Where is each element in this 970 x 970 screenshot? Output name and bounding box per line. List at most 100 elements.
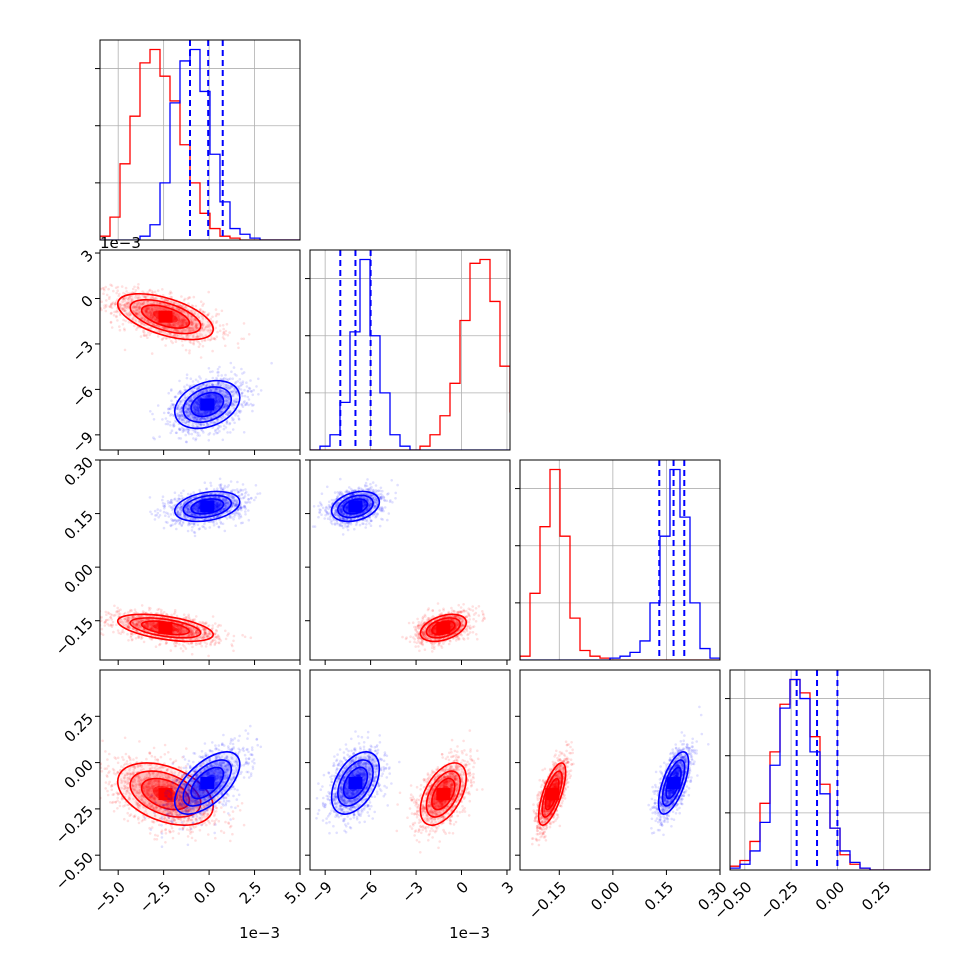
blue-point bbox=[187, 420, 190, 424]
red-point bbox=[144, 306, 147, 310]
red-point bbox=[185, 321, 188, 325]
blue-point bbox=[193, 428, 197, 432]
red-point bbox=[213, 632, 217, 636]
red-point bbox=[124, 306, 127, 310]
blue-point bbox=[203, 412, 207, 416]
red-point bbox=[180, 295, 183, 298]
blue-point bbox=[186, 419, 189, 423]
blue-point bbox=[231, 390, 234, 394]
red-point bbox=[142, 300, 146, 304]
red-point bbox=[195, 326, 199, 330]
blue-point bbox=[190, 399, 193, 402]
red-point bbox=[155, 297, 158, 301]
blue-point bbox=[194, 437, 198, 441]
blue-point bbox=[229, 431, 232, 434]
blue-point bbox=[196, 407, 199, 411]
red-point bbox=[177, 318, 180, 322]
red-point bbox=[192, 327, 196, 331]
red-point bbox=[215, 312, 219, 316]
blue-point bbox=[213, 397, 217, 401]
red-point bbox=[181, 323, 184, 326]
red-point bbox=[145, 309, 148, 312]
red-point bbox=[150, 305, 153, 309]
red-point bbox=[133, 305, 137, 309]
blue-point bbox=[177, 417, 181, 421]
blue-point bbox=[226, 431, 229, 434]
red-point bbox=[190, 320, 193, 324]
blue-point bbox=[216, 389, 219, 393]
red-point bbox=[167, 323, 170, 327]
red-point bbox=[192, 321, 195, 325]
red-point bbox=[114, 300, 118, 304]
red-point bbox=[175, 334, 179, 337]
blue-point bbox=[164, 514, 167, 517]
blue-point bbox=[189, 412, 193, 416]
blue-point bbox=[242, 401, 246, 404]
blue-point bbox=[192, 425, 195, 428]
blue-point bbox=[167, 407, 170, 410]
red-point bbox=[147, 311, 151, 315]
red-point bbox=[191, 327, 194, 330]
red-point bbox=[115, 291, 118, 295]
blue-point bbox=[207, 394, 210, 398]
red-point bbox=[124, 312, 128, 315]
red-point bbox=[144, 310, 148, 313]
blue-point bbox=[223, 416, 227, 419]
blue-point bbox=[245, 402, 248, 405]
red-point bbox=[144, 309, 147, 313]
red-point bbox=[156, 320, 159, 323]
blue-point bbox=[241, 521, 244, 525]
blue-point bbox=[220, 389, 224, 393]
blue-point bbox=[199, 423, 203, 427]
red-point bbox=[181, 320, 185, 323]
red-point bbox=[106, 611, 110, 614]
blue-point bbox=[176, 406, 179, 410]
blue-point bbox=[189, 399, 193, 403]
blue-point bbox=[216, 395, 219, 399]
red-point bbox=[216, 330, 219, 334]
blue-point bbox=[178, 427, 181, 430]
blue-point bbox=[181, 430, 185, 434]
red-point bbox=[103, 306, 106, 310]
red-point bbox=[138, 311, 142, 314]
red-point bbox=[196, 327, 200, 330]
red-point bbox=[231, 644, 234, 648]
blue-point bbox=[207, 439, 211, 442]
red-point bbox=[109, 616, 112, 619]
red-point bbox=[100, 616, 103, 619]
blue-point bbox=[212, 415, 216, 418]
blue-point bbox=[209, 389, 212, 393]
blue-point bbox=[172, 422, 176, 425]
blue-point bbox=[175, 431, 178, 435]
red-point bbox=[179, 335, 183, 339]
red-point bbox=[133, 285, 136, 289]
blue-point bbox=[228, 386, 231, 390]
blue-point bbox=[212, 410, 216, 413]
red-point bbox=[174, 340, 178, 344]
red-point bbox=[154, 319, 157, 322]
red-point bbox=[199, 356, 203, 359]
blue-point bbox=[214, 406, 218, 410]
red-point bbox=[146, 300, 149, 304]
red-point bbox=[214, 628, 218, 632]
red-point bbox=[193, 312, 196, 316]
red-point bbox=[123, 309, 127, 312]
red-point bbox=[121, 322, 125, 326]
blue-point bbox=[204, 395, 208, 399]
red-point bbox=[207, 290, 210, 294]
blue-point bbox=[241, 382, 244, 386]
blue-point bbox=[191, 424, 194, 427]
blue-point bbox=[197, 411, 200, 415]
red-point bbox=[198, 335, 202, 338]
blue-point bbox=[189, 389, 193, 393]
blue-point bbox=[176, 407, 179, 410]
blue-point bbox=[216, 404, 219, 407]
red-point bbox=[202, 323, 206, 326]
red-point bbox=[134, 318, 137, 321]
blue-point bbox=[190, 384, 193, 388]
blue-point bbox=[196, 407, 199, 410]
blue-point bbox=[216, 382, 220, 386]
red-point bbox=[166, 298, 169, 302]
blue-point bbox=[207, 393, 210, 397]
red-point bbox=[122, 318, 125, 322]
